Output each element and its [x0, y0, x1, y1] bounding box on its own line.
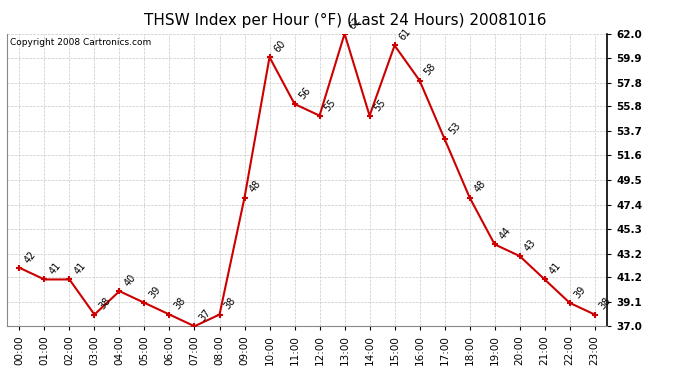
Text: 48: 48	[473, 179, 488, 195]
Text: 38: 38	[598, 296, 613, 312]
Text: 55: 55	[373, 97, 388, 113]
Text: 38: 38	[222, 296, 238, 312]
Text: Copyright 2008 Cartronics.com: Copyright 2008 Cartronics.com	[10, 38, 151, 47]
Text: 41: 41	[547, 261, 563, 277]
Text: 62: 62	[347, 15, 363, 31]
Text: 48: 48	[247, 179, 263, 195]
Text: 55: 55	[322, 97, 338, 113]
Text: 42: 42	[22, 249, 38, 265]
Text: 39: 39	[147, 284, 163, 300]
Text: 60: 60	[273, 39, 288, 54]
Text: 37: 37	[197, 308, 213, 324]
Text: 61: 61	[397, 27, 413, 43]
Text: 41: 41	[72, 261, 88, 277]
Text: 58: 58	[422, 62, 438, 78]
Text: 38: 38	[97, 296, 112, 312]
Text: 40: 40	[122, 273, 138, 288]
Text: 44: 44	[497, 226, 513, 242]
Text: 39: 39	[573, 284, 588, 300]
Text: 43: 43	[522, 237, 538, 253]
Text: 53: 53	[447, 120, 463, 136]
Text: 56: 56	[297, 85, 313, 101]
Text: THSW Index per Hour (°F) (Last 24 Hours) 20081016: THSW Index per Hour (°F) (Last 24 Hours)…	[144, 13, 546, 28]
Text: 41: 41	[47, 261, 63, 277]
Text: 38: 38	[172, 296, 188, 312]
